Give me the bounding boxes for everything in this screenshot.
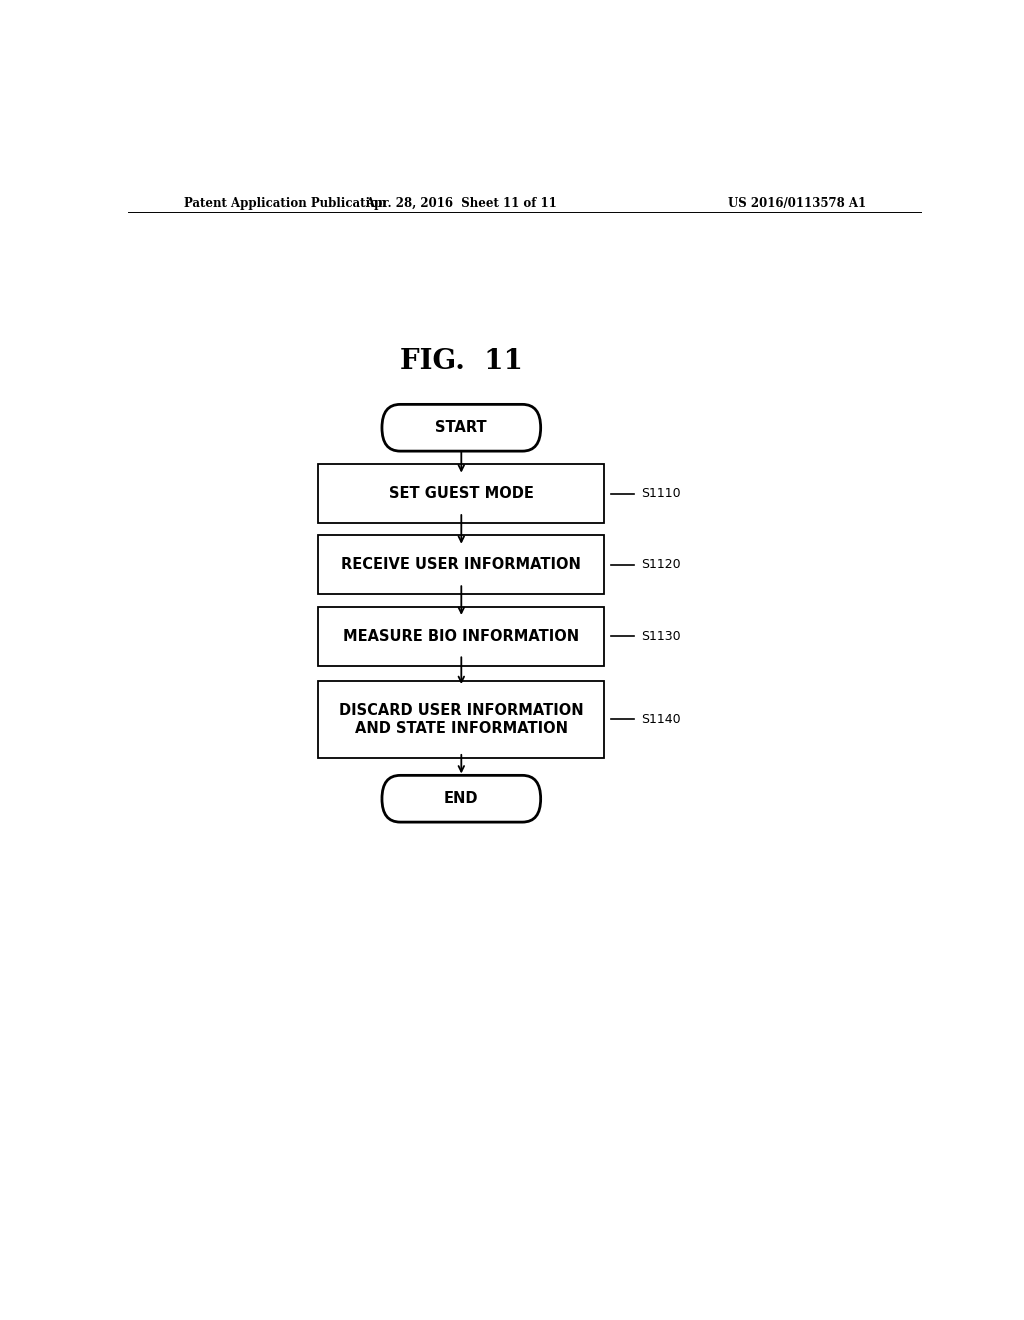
Bar: [318, 536, 604, 594]
Text: S1130: S1130: [641, 630, 680, 643]
Text: START: START: [435, 420, 487, 436]
Bar: [318, 607, 604, 665]
Text: SET GUEST MODE: SET GUEST MODE: [389, 486, 534, 502]
Text: RECEIVE USER INFORMATION: RECEIVE USER INFORMATION: [341, 557, 582, 573]
Text: S1110: S1110: [641, 487, 680, 500]
Text: S1140: S1140: [641, 713, 680, 726]
Text: US 2016/0113578 A1: US 2016/0113578 A1: [728, 197, 866, 210]
Text: Apr. 28, 2016  Sheet 11 of 11: Apr. 28, 2016 Sheet 11 of 11: [366, 197, 557, 210]
Bar: [318, 681, 604, 758]
FancyBboxPatch shape: [382, 404, 541, 451]
Text: Patent Application Publication: Patent Application Publication: [183, 197, 386, 210]
Text: S1120: S1120: [641, 558, 680, 572]
Text: END: END: [444, 791, 478, 807]
Text: DISCARD USER INFORMATION
AND STATE INFORMATION: DISCARD USER INFORMATION AND STATE INFOR…: [339, 704, 584, 735]
Bar: [318, 465, 604, 523]
Text: FIG.  11: FIG. 11: [400, 348, 522, 375]
FancyBboxPatch shape: [382, 775, 541, 822]
Text: MEASURE BIO INFORMATION: MEASURE BIO INFORMATION: [343, 628, 580, 644]
